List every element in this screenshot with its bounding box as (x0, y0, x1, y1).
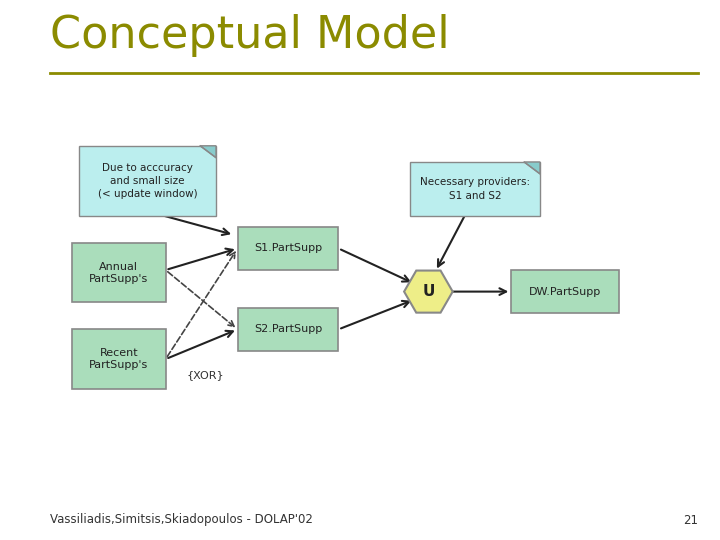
Text: Vassiliadis,Simitsis,Skiadopoulos - DOLAP'02: Vassiliadis,Simitsis,Skiadopoulos - DOLA… (50, 514, 313, 526)
FancyBboxPatch shape (238, 308, 338, 351)
FancyBboxPatch shape (511, 270, 619, 313)
Text: Annual
PartSupp's: Annual PartSupp's (89, 262, 148, 284)
Text: 21: 21 (683, 514, 698, 526)
Text: {XOR}: {XOR} (186, 370, 224, 380)
Polygon shape (200, 146, 216, 158)
Text: Conceptual Model: Conceptual Model (50, 14, 450, 57)
FancyBboxPatch shape (72, 243, 166, 302)
Text: Necessary providers:
S1 and S2: Necessary providers: S1 and S2 (420, 178, 530, 200)
Text: Recent
PartSupp's: Recent PartSupp's (89, 348, 148, 370)
FancyBboxPatch shape (72, 329, 166, 389)
FancyBboxPatch shape (79, 146, 216, 216)
FancyBboxPatch shape (238, 227, 338, 270)
FancyBboxPatch shape (410, 162, 540, 216)
Text: U: U (422, 284, 435, 299)
Text: S1.PartSupp: S1.PartSupp (254, 244, 322, 253)
Polygon shape (404, 271, 453, 313)
Text: DW.PartSupp: DW.PartSupp (529, 287, 601, 296)
Text: Due to acccuracy
and small size
(< update window): Due to acccuracy and small size (< updat… (98, 163, 197, 199)
Polygon shape (524, 162, 540, 174)
Text: S2.PartSupp: S2.PartSupp (254, 325, 322, 334)
